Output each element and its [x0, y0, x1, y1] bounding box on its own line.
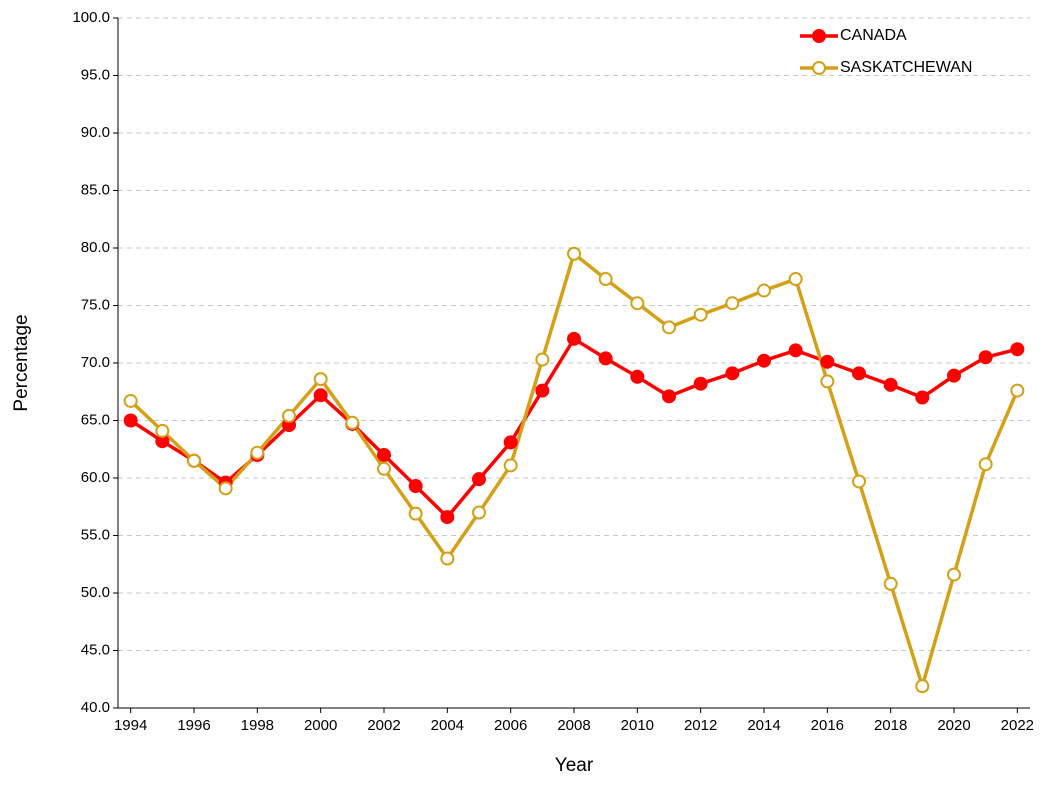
point	[377, 448, 391, 462]
y-tick-label: 40.0	[81, 699, 110, 716]
point	[947, 368, 961, 383]
point	[503, 458, 518, 473]
legend-label: CANADA	[840, 27, 907, 44]
legend-label: SASKATCHEWAN	[840, 59, 972, 76]
y-tick-label: 45.0	[81, 641, 110, 658]
x-tick-label: 2010	[621, 717, 654, 734]
point	[630, 296, 645, 311]
x-tick-label: 1998	[241, 717, 274, 734]
point	[123, 413, 138, 428]
point	[852, 366, 866, 381]
point	[535, 352, 550, 367]
x-tick-label: 2006	[494, 717, 527, 734]
y-tick-label: 65.0	[81, 411, 110, 428]
point	[345, 415, 360, 430]
point	[978, 350, 993, 365]
point	[693, 376, 708, 391]
point	[662, 389, 676, 404]
y-tick-label: 90.0	[81, 124, 110, 141]
point	[978, 457, 993, 472]
x-tick-label: 2022	[1001, 717, 1034, 734]
x-tick-label: 2020	[937, 717, 970, 734]
x-tick-label: 2016	[811, 717, 844, 734]
point	[725, 366, 740, 381]
x-tick-label: 2008	[557, 717, 590, 734]
legend-marker	[812, 61, 826, 75]
point	[440, 551, 455, 566]
point	[567, 246, 581, 261]
point	[218, 481, 233, 496]
point	[820, 374, 835, 389]
point	[313, 388, 328, 403]
point	[408, 479, 423, 494]
y-tick-label: 85.0	[81, 181, 110, 198]
y-tick-label: 95.0	[81, 66, 110, 83]
series-line	[129, 336, 1018, 520]
x-tick-label: 2000	[304, 717, 337, 734]
point	[313, 372, 328, 387]
x-tick-label: 2012	[684, 717, 717, 734]
y-tick-label: 100.0	[72, 9, 110, 26]
point	[947, 567, 961, 582]
point	[1010, 342, 1025, 357]
point	[883, 576, 898, 591]
y-tick-label: 50.0	[81, 584, 110, 601]
x-tick-label: 2014	[747, 717, 780, 734]
point	[503, 435, 518, 450]
point	[852, 474, 866, 489]
point	[472, 505, 486, 520]
point	[788, 343, 803, 358]
point	[662, 320, 676, 335]
point	[123, 393, 138, 408]
y-tick-label: 70.0	[81, 354, 110, 371]
y-tick-label: 60.0	[81, 469, 110, 486]
point	[757, 283, 771, 298]
series-line	[129, 250, 1019, 693]
point	[757, 353, 771, 368]
point	[725, 296, 740, 311]
point	[440, 510, 455, 525]
point	[598, 272, 613, 287]
point	[567, 331, 581, 346]
point	[155, 423, 170, 438]
y-tick-label: 55.0	[81, 526, 110, 543]
point	[187, 453, 201, 468]
point	[693, 307, 708, 322]
point	[282, 408, 296, 423]
legend-marker	[812, 29, 826, 43]
x-axis-label: Year	[555, 755, 594, 776]
point	[915, 679, 930, 694]
x-tick-label: 1996	[177, 717, 210, 734]
point	[598, 351, 613, 366]
point	[377, 461, 391, 476]
y-tick-label: 75.0	[81, 296, 110, 313]
x-tick-label: 2002	[367, 717, 400, 734]
point	[1010, 383, 1025, 398]
y-tick-label: 80.0	[81, 239, 110, 256]
x-tick-label: 1994	[114, 717, 147, 734]
point	[535, 383, 550, 398]
x-tick-label: 2004	[431, 717, 464, 734]
point	[788, 272, 803, 287]
y-axis-label: Percentage	[11, 314, 32, 411]
point	[915, 390, 930, 405]
point	[408, 506, 423, 521]
point	[250, 445, 265, 460]
point	[472, 472, 486, 487]
point	[630, 369, 645, 384]
point	[820, 354, 835, 369]
x-tick-label: 2018	[874, 717, 907, 734]
point	[883, 377, 898, 392]
